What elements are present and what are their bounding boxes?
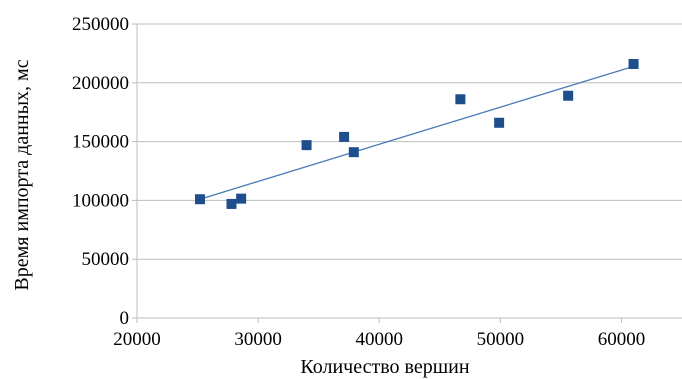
trendline-layer: [199, 65, 634, 200]
y-tick-label: 0: [120, 308, 130, 329]
data-point: [348, 147, 359, 158]
data-point: [339, 131, 350, 142]
grid-lines: [137, 23, 682, 260]
data-point: [226, 198, 237, 209]
y-tick-label: 200000: [72, 73, 129, 94]
y-tick-label: 150000: [72, 132, 129, 153]
y-tick-label: 100000: [72, 190, 129, 211]
tick-labels: 0 50000 100000 150000 200000 250000 20000 30000…: [72, 14, 645, 350]
x-axis-title: Количество вершин: [300, 356, 469, 378]
data-points: [194, 58, 639, 209]
trendline: [199, 65, 634, 200]
data-point: [628, 58, 639, 69]
data-point: [455, 94, 466, 105]
data-point: [236, 193, 247, 204]
data-point: [194, 194, 205, 205]
data-point: [563, 90, 574, 101]
y-tick-label: 50000: [82, 249, 130, 270]
x-tick-label: 50000: [477, 329, 525, 350]
y-tick-label: 250000: [72, 14, 129, 35]
y-axis-title: Время импорта данных, мс: [11, 59, 33, 290]
x-tick-label: 60000: [598, 329, 646, 350]
x-tick-label: 20000: [113, 329, 161, 350]
x-tick-label: 40000: [355, 329, 403, 350]
x-tick-label: 30000: [234, 329, 282, 350]
axes: [132, 23, 682, 323]
data-point: [301, 140, 312, 151]
data-point: [494, 117, 505, 128]
